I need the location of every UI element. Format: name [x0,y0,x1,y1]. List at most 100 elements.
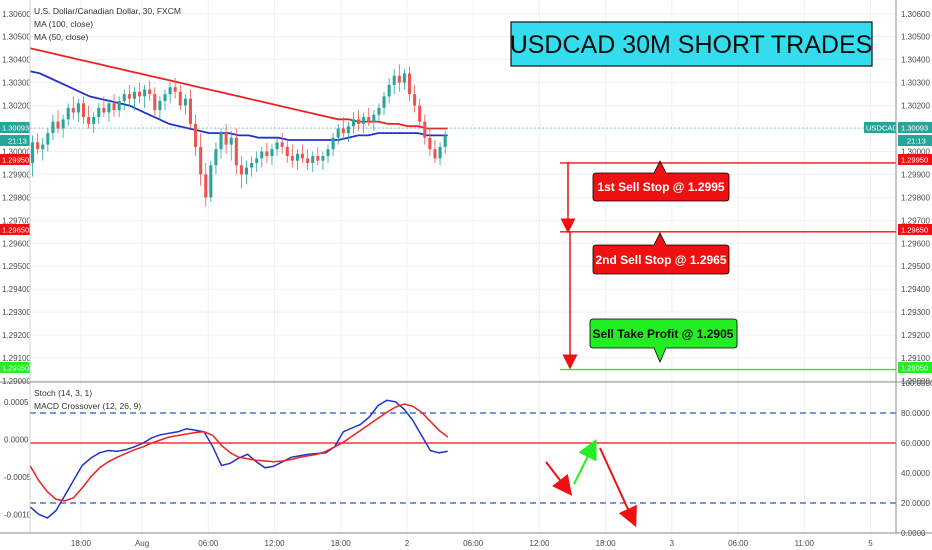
candle-body [153,94,157,111]
candle [76,98,80,122]
price-tag-right-level1-text: 1.29950 [901,156,928,165]
x-axis[interactable]: 18:00 Aug 06:00 12:00 18:00 2 06:00 12:00 18:00 3… [71,539,873,548]
candle-body [168,87,172,95]
price-tag-right-level2-bg [898,224,932,235]
candle-body [407,73,412,95]
candle [122,89,126,111]
candle-body [372,114,376,122]
candle-body [239,165,243,175]
candle-body [107,103,111,113]
time-tick-label: 12:00 [529,539,550,548]
callout-1: 1st Sell Stop @ 1.2995 [592,160,730,202]
price-tick-label: 1.29500 [901,262,930,271]
candle [234,128,238,175]
candlestick-series [31,64,447,207]
price-tag-right-current-bg [898,122,932,133]
candle [372,110,376,131]
price-tag-left-level2-bg [0,224,30,235]
ma100-label: MA (100, close) [34,19,93,29]
price-tag-right-level3: 1.29050 [898,362,932,373]
candle-body [117,100,121,111]
candle-body [357,119,361,124]
candle-body [214,149,218,166]
candle [163,89,167,111]
candle [194,114,198,157]
candle [71,96,75,120]
price-tag-right-current-text: 1.30093 [901,124,928,133]
candle [92,112,96,134]
candle-body [71,107,75,113]
price-tick-label-left: 1.29600 [2,239,31,248]
time-tick-label: 12:00 [265,539,286,548]
indicator-panel-bg [30,383,896,533]
grid-lines [30,0,896,533]
candle-body [265,151,269,157]
candle [46,128,50,152]
candle-body [255,158,259,163]
price-tick-label: 1.30300 [901,79,930,88]
price-tag-left-level1-text: 1.29950 [2,156,29,165]
candle [127,84,131,106]
candle-body [31,142,35,163]
candle-body [132,91,136,99]
price-tick-label: 1.29700 [901,216,930,225]
callout-3-shape [589,318,738,364]
candle [306,149,310,170]
candle-body [402,73,406,83]
indicator-series [29,399,449,519]
candle-body [81,103,86,118]
candle-body [194,123,198,147]
callout-1-text: 1st Sell Stop @ 1.2995 [597,180,724,194]
candle-body [173,87,177,92]
candle [270,144,274,166]
countdown-right-text: 21:13 [907,137,926,146]
time-tick-label: 3 [670,539,675,548]
candle-body [127,94,131,99]
price-tag-left-current: 1.30093 21:13 [0,122,30,146]
price-tag-right-current: USDCAD 1.30093 21:13 [864,122,932,146]
price-tick-label-left: 1.30600 [2,10,31,19]
price-tick-label-left: 1.29100 [2,354,31,363]
candle [336,123,340,145]
indicator-axis-left: 0.0005 0.0000 -0.0005 -0.0010 [4,398,32,520]
candle-body [178,91,182,106]
symbol-tag-right-text: USDCAD [866,124,898,133]
candle-body [443,135,447,147]
candle [346,121,350,143]
price-tag-left-current-bg [0,122,30,133]
candle-body [306,158,310,163]
price-tag-left-level3-bg [0,362,30,373]
time-tick-label: Aug [135,539,149,548]
candle-body [250,162,254,168]
title-banner-text: USDCAD 30M SHORT TRADES [510,31,873,59]
price-tag-left-level2-text: 1.29650 [2,226,29,235]
proj-arrow-down-1 [545,461,573,496]
price-tick-label-left: 1.30300 [2,79,31,88]
candle-body [61,119,65,129]
candle-body [438,146,442,159]
price-tick-label-left: 1.29400 [2,285,31,294]
macd-tick-label: -0.0005 [4,473,32,482]
candle [239,156,243,189]
candle-body [311,156,315,163]
candle [275,137,279,157]
time-tick-label: 18:00 [71,539,92,548]
price-tick-label-left: 1.30400 [2,56,31,65]
stoch-tick-label: 80.0000 [901,409,930,418]
candle [209,160,213,202]
candle [250,156,254,177]
countdown-left-bg [0,135,30,146]
candle-body [122,94,126,101]
candle-body [301,153,305,159]
symbol-tag-right-bg [864,122,896,133]
stoch-tick-label: 100.0000 [901,379,932,388]
candle [112,94,116,118]
candle-body [290,156,294,161]
candle-body [148,89,152,95]
price-tick-label-left: 1.30500 [2,33,31,42]
candle [168,82,172,104]
candle-body [92,117,96,124]
candle [382,91,386,115]
candle-body [158,100,162,111]
price-tick-label: 1.30600 [901,10,930,19]
